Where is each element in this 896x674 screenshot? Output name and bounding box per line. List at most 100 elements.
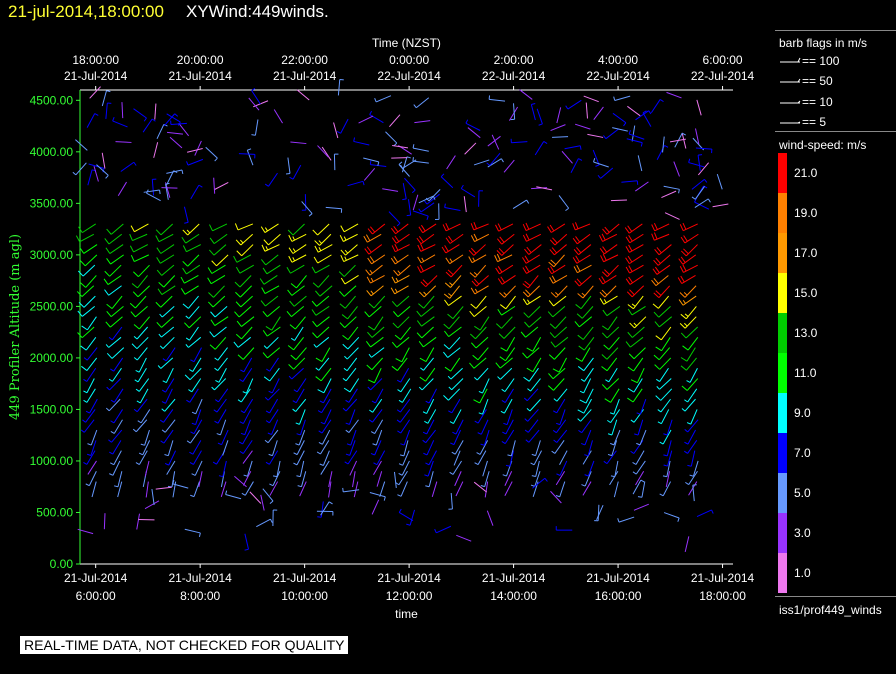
barb-flag [317,389,325,394]
wind-barb [597,167,614,179]
barb-flag [86,453,92,456]
barb-staff [291,306,305,318]
wind-barb [289,164,302,180]
wind-barb [617,516,635,523]
barb-flag [527,388,531,392]
barb-staff [291,285,305,296]
wind-barb [369,492,386,501]
wind-barb [135,450,148,465]
wind-barb [78,223,96,234]
barb-staff [660,409,670,424]
wind-barb [156,123,168,140]
wind-barb [180,285,199,295]
barb-staff [473,481,488,493]
barb-staff [426,193,440,205]
wind-barb [191,409,202,426]
barb-flag [685,481,689,486]
barb-staff [183,206,189,223]
barb-flag [182,260,189,267]
wind-barb [677,275,696,284]
wind-barb [446,155,456,170]
barb-flag [182,245,187,252]
barb-flag [686,422,691,425]
wind-barb [214,388,229,403]
barb-flag [315,290,321,297]
wind-barb [625,254,644,265]
barb-flag [263,239,269,246]
barb-flag [76,291,83,297]
barb-staff [682,295,697,306]
barb-flag [290,337,295,341]
wind-barb [607,440,618,457]
barb-staff [396,336,410,348]
barb-staff [501,316,513,329]
barb-flag [207,277,212,284]
barb-staff [213,177,216,194]
wind-barb [106,254,124,265]
barb-flag [524,280,531,287]
barb-staff [554,326,568,339]
barb-staff [168,450,177,466]
wind-barb [157,285,176,295]
barb-staff [499,264,514,275]
wind-barb [656,367,669,382]
barb-staff [637,155,643,172]
wind-barb [659,481,672,497]
barb-flag [406,156,411,159]
barb-flag [292,248,296,253]
wind-barb [480,429,490,446]
barb-staff [400,378,411,393]
barb-flag [526,246,532,253]
barb-staff [293,357,306,370]
wind-barb [574,316,593,328]
wind-barb [144,460,150,477]
barb-flag [341,314,348,320]
barb-staff [145,481,149,498]
barb-flag [448,235,453,243]
barb-staff [103,513,106,530]
barb-flag [110,399,115,403]
barb-flag [106,310,112,317]
barb-staff [603,295,618,305]
wind-barb [339,285,357,297]
barb-flag [289,324,296,330]
legend-flag-mark [797,121,801,124]
speed-color-swatch [778,473,787,513]
barb-staff [371,326,385,338]
wind-barb [325,206,343,213]
barb-staff [239,264,254,274]
barb-flag [652,268,658,275]
legend-flag-label: == 100 [802,54,840,68]
wind-barb [311,305,330,316]
wind-barb [315,367,332,382]
barb-flag [686,380,691,383]
barb-flag [262,267,268,275]
barb-staff [582,450,592,465]
barb-staff [628,133,645,140]
barb-flag [344,355,348,360]
barb-staff [194,460,203,476]
wind-barb [190,184,203,200]
barb-staff [295,398,307,412]
barb-staff [268,172,278,187]
barb-staff [463,196,467,213]
barb-flag [162,380,167,384]
wind-barb [663,440,672,457]
wind-barb [495,223,514,232]
barb-staff [316,326,330,339]
barb-staff [320,367,332,382]
barb-staff [692,485,695,502]
barb-flag [244,548,249,551]
barb-staff [629,264,644,274]
barb-flag [601,354,608,360]
barb-flag [613,96,616,101]
wind-barb [712,203,729,208]
wind-barb [285,157,291,175]
wind-barb [697,154,703,172]
wind-barb [316,440,330,455]
barb-flag [343,387,351,393]
wind-barb [468,244,486,256]
wind-barb [288,254,307,263]
wind-barb [520,326,539,338]
wind-barb [536,186,553,191]
